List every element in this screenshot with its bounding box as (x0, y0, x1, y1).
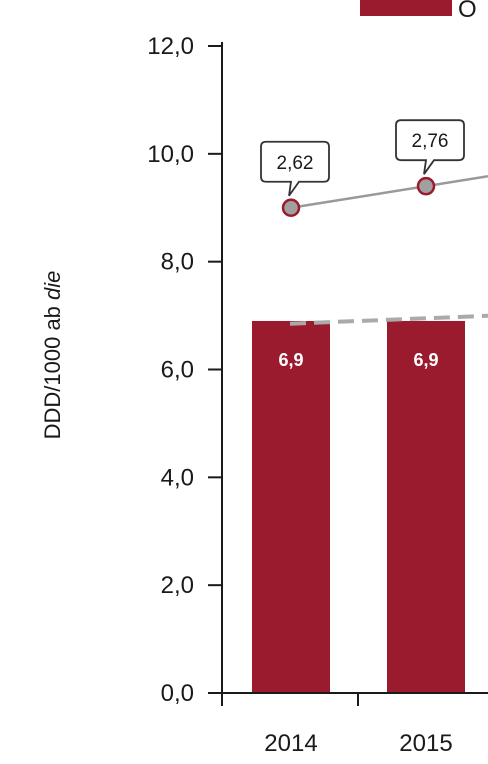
y-tick-label: 8,0 (161, 249, 194, 276)
marker-point (281, 198, 301, 217)
marker-line-segment (290, 175, 488, 209)
marker-line-series: 2,62 2,76 (260, 119, 488, 217)
y-tick-label: 6,0 (161, 357, 194, 384)
y-axis-label-italic: die (40, 271, 65, 300)
y-tick-label: 2,0 (161, 572, 194, 599)
y-tick-label: 4,0 (161, 464, 194, 491)
dashed-trend-line (289, 313, 488, 326)
bar-series: 6,9 6,9 (252, 320, 465, 693)
y-tick-label: 10,0 (147, 141, 194, 168)
y-axis-ticks: 0,0 2,0 4,0 6,0 8,0 10,0 12,0 (147, 33, 222, 707)
legend-label: O (458, 0, 477, 23)
callout-value-label: 2,62 (277, 153, 314, 174)
marker-point (416, 176, 436, 196)
bar-value-label: 6,9 (278, 350, 303, 370)
dashed-line-segment (289, 313, 488, 326)
x-tick-label: 2015 (399, 730, 452, 757)
callout-box (260, 140, 330, 197)
callout-value-label: 2,76 (412, 131, 449, 152)
callout-box (395, 119, 465, 175)
legend-swatch (360, 0, 452, 16)
y-tick-label: 0,0 (161, 680, 194, 707)
x-axis-ticks: 2014 2015 (221, 693, 453, 757)
y-tick-label: 12,0 (147, 33, 194, 60)
legend: O (360, 0, 477, 23)
y-axis-label-prefix: DDD/1000 ab (40, 300, 65, 439)
y-axis-label: DDD/1000 ab die (40, 271, 65, 440)
bar-value-label: 6,9 (413, 350, 438, 370)
bar (252, 320, 330, 693)
bar (387, 320, 465, 693)
x-tick-label: 2014 (264, 730, 317, 757)
